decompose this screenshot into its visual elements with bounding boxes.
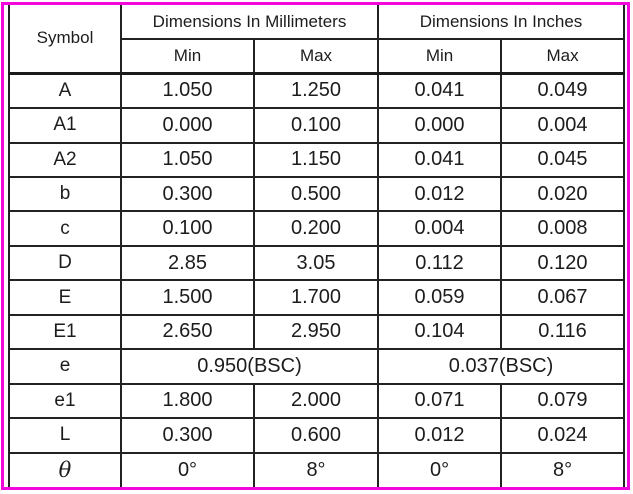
millimeters-group-header: Dimensions In Millimeters	[119, 5, 380, 40]
value-cell: 0.116	[500, 313, 626, 351]
value-cell: 3.05	[252, 244, 380, 282]
symbol-cell: e	[8, 348, 122, 385]
value-cell: 0.020	[500, 175, 626, 213]
value-cell: 1.050	[120, 73, 255, 110]
value-cell: 2.85	[120, 244, 255, 282]
table-row-E1: E1 2.650 2.950 0.104 0.116	[8, 313, 626, 351]
symbol-cell: E1	[8, 313, 122, 351]
symbol-cell: E	[8, 279, 122, 316]
value-cell: 0.008	[500, 210, 626, 247]
value-cell: 0.049	[500, 73, 626, 110]
value-cell: 0°	[377, 451, 503, 487]
table-row-A1: A1 0.000 0.100 0.000 0.004	[8, 107, 626, 144]
value-cell: 2.950	[252, 313, 380, 351]
value-cell: 0.045	[500, 141, 626, 179]
value-cell: 1.800	[120, 382, 255, 420]
mm-min-header: Min	[120, 38, 255, 75]
value-cell: 0.067	[500, 279, 626, 316]
value-cell: 0.104	[377, 313, 503, 351]
value-cell: 1.500	[120, 279, 255, 316]
mm-max-header: Max	[252, 38, 380, 75]
value-cell: 0.079	[500, 382, 626, 420]
value-cell: 0.004	[500, 107, 626, 144]
value-cell: 0.112	[377, 244, 503, 282]
symbol-cell: e1	[8, 382, 122, 420]
table-row-c: c 0.100 0.200 0.004 0.008	[8, 210, 626, 247]
value-cell: 0.059	[377, 279, 503, 316]
table-row-e1: e1 1.800 2.000 0.071 0.079	[8, 382, 626, 420]
table-row-theta: θ 0° 8° 0° 8°	[8, 451, 626, 487]
symbol-column-header: Symbol	[8, 5, 122, 75]
value-cell: 0.071	[377, 382, 503, 420]
value-cell: 0.200	[252, 210, 380, 247]
table-row-e: e 0.950(BSC) 0.037(BSC)	[8, 348, 626, 385]
value-cell: 0.100	[120, 210, 255, 247]
symbol-cell: A	[8, 73, 122, 110]
table-row-E: E 1.500 1.700 0.059 0.067	[8, 279, 626, 316]
value-cell: 0.000	[377, 107, 503, 144]
in-min-header: Min	[377, 38, 503, 75]
value-cell: 0.600	[252, 417, 380, 454]
value-cell: 0.300	[120, 417, 255, 454]
table-row-A2: A2 1.050 1.150 0.041 0.045	[8, 141, 626, 179]
value-cell: 0.012	[377, 175, 503, 213]
value-cell-span-mm: 0.950(BSC)	[119, 348, 380, 385]
package-dimensions-table: Symbol Dimensions In Millimeters Dimensi…	[8, 5, 626, 487]
value-cell: 0°	[120, 451, 255, 487]
table-row-A: A 1.050 1.250 0.041 0.049	[8, 73, 626, 110]
value-cell: 0.024	[500, 417, 626, 454]
in-max-header: Max	[500, 38, 626, 75]
value-cell: 2.000	[252, 382, 380, 420]
table-row-L: L 0.300 0.600 0.012 0.024	[8, 417, 626, 454]
table-row-b: b 0.300 0.500 0.012 0.020	[8, 175, 626, 213]
value-cell: 1.050	[120, 141, 255, 179]
symbol-cell: D	[8, 244, 122, 282]
table-row-D: D 2.85 3.05 0.112 0.120	[8, 244, 626, 282]
symbol-cell: A1	[8, 107, 122, 144]
value-cell: 2.650	[120, 313, 255, 351]
value-cell: 8°	[500, 451, 626, 487]
inches-group-header: Dimensions In Inches	[377, 5, 626, 40]
value-cell: 0.041	[377, 73, 503, 110]
value-cell: 0.004	[377, 210, 503, 247]
value-cell: 0.300	[120, 175, 255, 213]
value-cell-span-in: 0.037(BSC)	[377, 348, 626, 385]
symbol-cell-theta: θ	[8, 451, 122, 487]
symbol-cell: b	[8, 175, 122, 213]
value-cell: 0.012	[377, 417, 503, 454]
value-cell: 0.041	[377, 141, 503, 179]
value-cell: 1.700	[252, 279, 380, 316]
value-cell: 1.150	[252, 141, 380, 179]
value-cell: 8°	[252, 451, 380, 487]
value-cell: 0.000	[120, 107, 255, 144]
symbol-cell: c	[8, 210, 122, 247]
symbol-cell: A2	[8, 141, 122, 179]
value-cell: 0.500	[252, 175, 380, 213]
value-cell: 0.120	[500, 244, 626, 282]
value-cell: 1.250	[252, 73, 380, 110]
symbol-cell: L	[8, 417, 122, 454]
value-cell: 0.100	[252, 107, 380, 144]
